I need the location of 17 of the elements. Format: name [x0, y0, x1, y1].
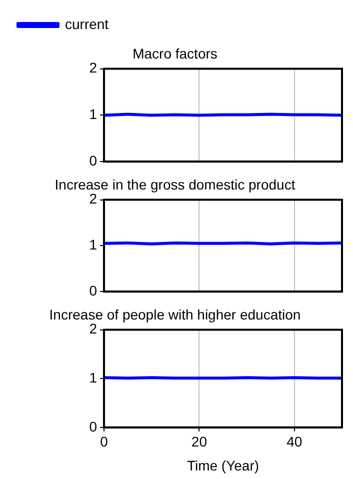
x-tick-label: 40 [286, 434, 302, 450]
y-tick-label: 2 [89, 190, 98, 207]
y-tick-label: 0 [89, 282, 98, 298]
x-tick-label: 20 [191, 434, 208, 450]
chart-title: Increase of people with higher education [49, 306, 301, 322]
y-tick-label: 0 [89, 418, 98, 434]
x-tick-label: 0 [100, 434, 108, 450]
y-tick-label: 1 [89, 369, 98, 386]
x-axis-title: Time (Year) [186, 457, 260, 474]
y-tick-label: 0 [89, 152, 98, 168]
y-tick-label: 2 [89, 320, 98, 337]
chart-title: Increase in the gross domestic product [54, 176, 296, 192]
chart-title: Macro factors [132, 45, 218, 62]
legend-label: current [65, 16, 109, 32]
y-tick-label: 1 [89, 106, 98, 122]
y-tick-label: 2 [89, 60, 98, 76]
y-tick-label: 1 [89, 236, 98, 253]
